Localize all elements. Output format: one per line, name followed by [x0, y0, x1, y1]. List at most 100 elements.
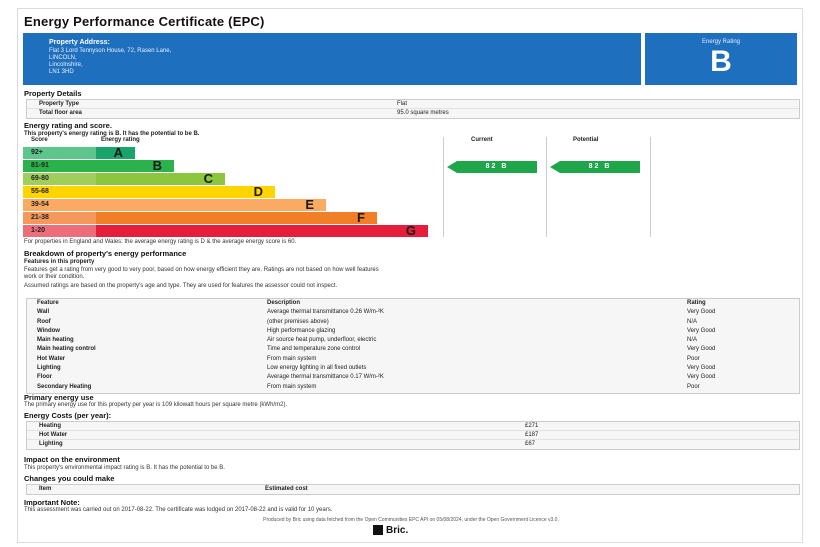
band-bar: A [96, 146, 135, 159]
address-line: LINCOLN, [49, 55, 77, 61]
band-score: 1-20 [23, 225, 96, 237]
feature-description: Low energy lighting in all fixed outlets [267, 365, 367, 372]
potential-letter: B [604, 163, 612, 170]
table-row: Hot Water £187 [27, 431, 799, 440]
features-paragraph: Features get a rating from very good to … [24, 267, 379, 273]
features-table: Feature Description Rating Wall Average t… [26, 298, 800, 394]
energy-heading: Energy rating and score. [24, 121, 112, 130]
breakdown-heading: Breakdown of property's energy performan… [24, 249, 187, 258]
important-text: This assessment was carried out on 2017-… [24, 507, 333, 513]
cost-item: Heating [39, 423, 62, 429]
property-details-table: Property Type Flat Total floor area 95.0… [26, 99, 800, 119]
score-header: Score [31, 137, 48, 143]
feature-rating: Very Good [687, 365, 716, 372]
table-row: Heating £271 [27, 422, 799, 431]
table-header-row: Item Estimated cost [27, 485, 799, 494]
feature-rating: Very Good [687, 374, 716, 381]
table-row: Lighting Low energy lighting in all fixed… [27, 364, 799, 373]
feature-rating: Poor [687, 355, 700, 362]
potential-score: 82 [588, 163, 601, 170]
address-line: Flat 3 Lord Tennyson House, 72, Rasen La… [49, 48, 172, 54]
detail-key: Property Type [39, 101, 79, 107]
feature-rows: Wall Average thermal transmittance 0.26 W… [27, 308, 799, 392]
feature-name: Hot Water [37, 355, 66, 362]
divider [546, 137, 547, 237]
brand-logo: Bric. [373, 525, 408, 536]
average-note: For properties in England and Wales: the… [24, 239, 297, 245]
page-title: Energy Performance Certificate (EPC) [24, 14, 265, 29]
feature-rating: N/A [687, 318, 698, 325]
feature-name: Secondary Heating [37, 383, 92, 390]
address-line: Lincolnshire, [49, 62, 83, 68]
energy-summary: This property's energy rating is B. It h… [24, 131, 200, 137]
feature-description: Average thermal transmittance 0.17 W/m-²… [267, 374, 384, 381]
energy-costs-table: Heating £271 Hot Water £187 Lighting £67 [26, 421, 800, 450]
band-score: 55-68 [23, 186, 96, 198]
table-row: Floor Average thermal transmittance 0.17 … [27, 373, 799, 382]
table-row: Window High performance glazing Very Good [27, 327, 799, 336]
table-row: Main heating control Time and temperature… [27, 345, 799, 354]
table-row: Total floor area 95.0 square metres [27, 109, 799, 118]
address-line: LN1 3HD [49, 69, 74, 75]
footer-text: Produced by Bric using data fetched from… [263, 517, 559, 523]
table-row: Lighting £67 [27, 440, 799, 449]
primary-energy-text: The primary energy use for this property… [24, 402, 288, 408]
potential-header: Potential [573, 137, 599, 143]
detail-value: Flat [397, 101, 408, 107]
feature-rating: Very Good [687, 327, 716, 334]
changes-table: Item Estimated cost [26, 484, 800, 495]
feature-rating: N/A [687, 337, 698, 344]
feature-description: High performance glazing [267, 327, 336, 334]
bric-logo-icon [373, 525, 383, 536]
divider [650, 137, 651, 237]
band-score: 69-80 [23, 173, 96, 185]
changes-heading: Changes you could make [24, 474, 115, 483]
cost-item: Hot Water [39, 432, 68, 438]
rating-header: Rating [687, 300, 706, 306]
band-bar: B [96, 159, 174, 172]
feature-rating: Very Good [687, 309, 716, 316]
cost-item: Lighting [39, 441, 63, 447]
description-header: Description [267, 300, 301, 306]
divider [443, 137, 444, 237]
item-header: Item [39, 486, 52, 492]
table-row: Hot Water From main system Poor [27, 355, 799, 364]
assumed-paragraph: Assumed ratings are based on the propert… [24, 283, 338, 289]
feature-name: Window [37, 327, 60, 334]
feature-description: From main system [267, 383, 317, 390]
cost-value: £271 [525, 423, 539, 429]
cost-value: £67 [525, 441, 536, 447]
band-bar: F [96, 211, 377, 224]
detail-key: Total floor area [39, 110, 82, 116]
cost-value: £187 [525, 432, 539, 438]
header: Property Address: Flat 3 Lord Tennyson H… [23, 33, 797, 85]
table-row: Wall Average thermal transmittance 0.26 W… [27, 308, 799, 317]
band-bar: E [96, 198, 326, 211]
feature-description: Air source heat pump, underfloor, electr… [267, 337, 377, 344]
table-row: Roof (other premises above) N/A [27, 318, 799, 327]
energy-rating-box: Energy Rating B [645, 33, 797, 85]
feature-name: Roof [37, 318, 51, 325]
primary-energy-heading: Primary energy use [24, 393, 94, 402]
table-row: Secondary Heating From main system Poor [27, 383, 799, 392]
epc-graph: Score Energy rating Current Potential 92… [23, 137, 653, 248]
band-bar: D [96, 185, 275, 198]
feature-name: Floor [37, 374, 52, 381]
feature-description: (other premises above) [267, 318, 329, 325]
estimated-cost-header: Estimated cost [265, 486, 308, 492]
feature-name: Main heating [37, 337, 74, 344]
feature-description: Time and temperature zone control [267, 346, 361, 353]
feature-name: Lighting [37, 365, 61, 372]
address-label: Property Address: [49, 39, 110, 46]
band-score: 21-38 [23, 212, 96, 224]
table-row: Property Type Flat [27, 100, 799, 109]
band-bar: C [96, 172, 225, 185]
energy-costs-heading: Energy Costs (per year): [24, 411, 112, 420]
feature-name: Wall [37, 309, 50, 316]
epc-certificate: Energy Performance Certificate (EPC) Pro… [17, 8, 803, 543]
important-heading: Important Note: [24, 498, 80, 507]
energy-rating-value: B [710, 45, 732, 78]
band-score: 92+ [23, 147, 96, 159]
feature-description: Average thermal transmittance 0.26 W/m-²… [267, 309, 384, 316]
table-header-row: Feature Description Rating [27, 299, 799, 308]
